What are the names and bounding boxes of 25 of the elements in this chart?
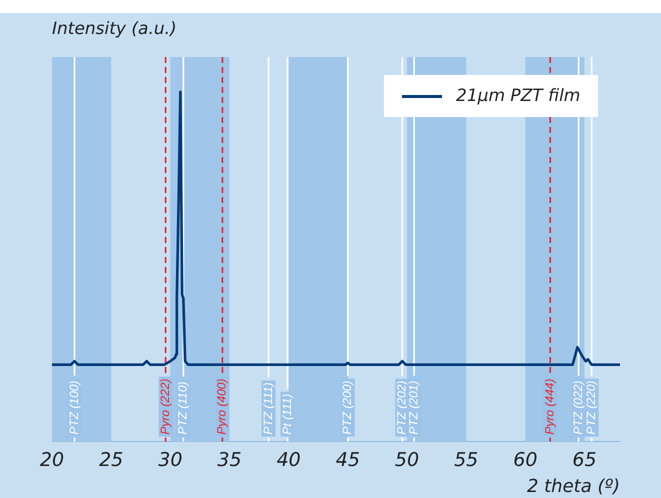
x-tick-label: 40 <box>276 448 301 471</box>
legend-label: 21µm PZT film <box>456 86 580 106</box>
ref-line-label: PTZ (110) <box>176 381 190 435</box>
ref-line-label: Pt (111) <box>280 394 294 435</box>
ref-line-label: PTZ (201) <box>406 380 420 435</box>
x-axis-title: 2 theta (º) <box>526 476 620 497</box>
ref-line-label: PTZ (202) <box>394 380 409 435</box>
y-axis-title: Intensity (a.u.) <box>52 19 177 39</box>
x-tick-label: 30 <box>158 448 182 471</box>
x-tick-label: 55 <box>454 448 478 471</box>
ref-line-label: PTZ (100) <box>66 380 81 435</box>
x-tick-label: 20 <box>40 448 64 471</box>
ref-line-label: Pyro (444) <box>542 378 557 435</box>
x-tick-label: 65 <box>572 448 597 471</box>
x-tick-label: 50 <box>394 448 420 471</box>
x-tick-label: 25 <box>99 448 124 471</box>
ref-line-label: Pyro (400) <box>214 378 229 435</box>
x-tick-label: 60 <box>513 448 538 471</box>
x-tick-label: 45 <box>336 448 360 471</box>
ref-line-label: PTZ (022) <box>570 380 585 435</box>
x-tick-label: 35 <box>217 448 242 471</box>
ref-line-label: PTZ (111) <box>260 382 275 435</box>
ref-line-label: Pyro (222) <box>158 378 172 435</box>
ref-line-label: PTZ (220) <box>584 380 598 435</box>
ref-line-label: PTZ (200) <box>340 380 354 435</box>
